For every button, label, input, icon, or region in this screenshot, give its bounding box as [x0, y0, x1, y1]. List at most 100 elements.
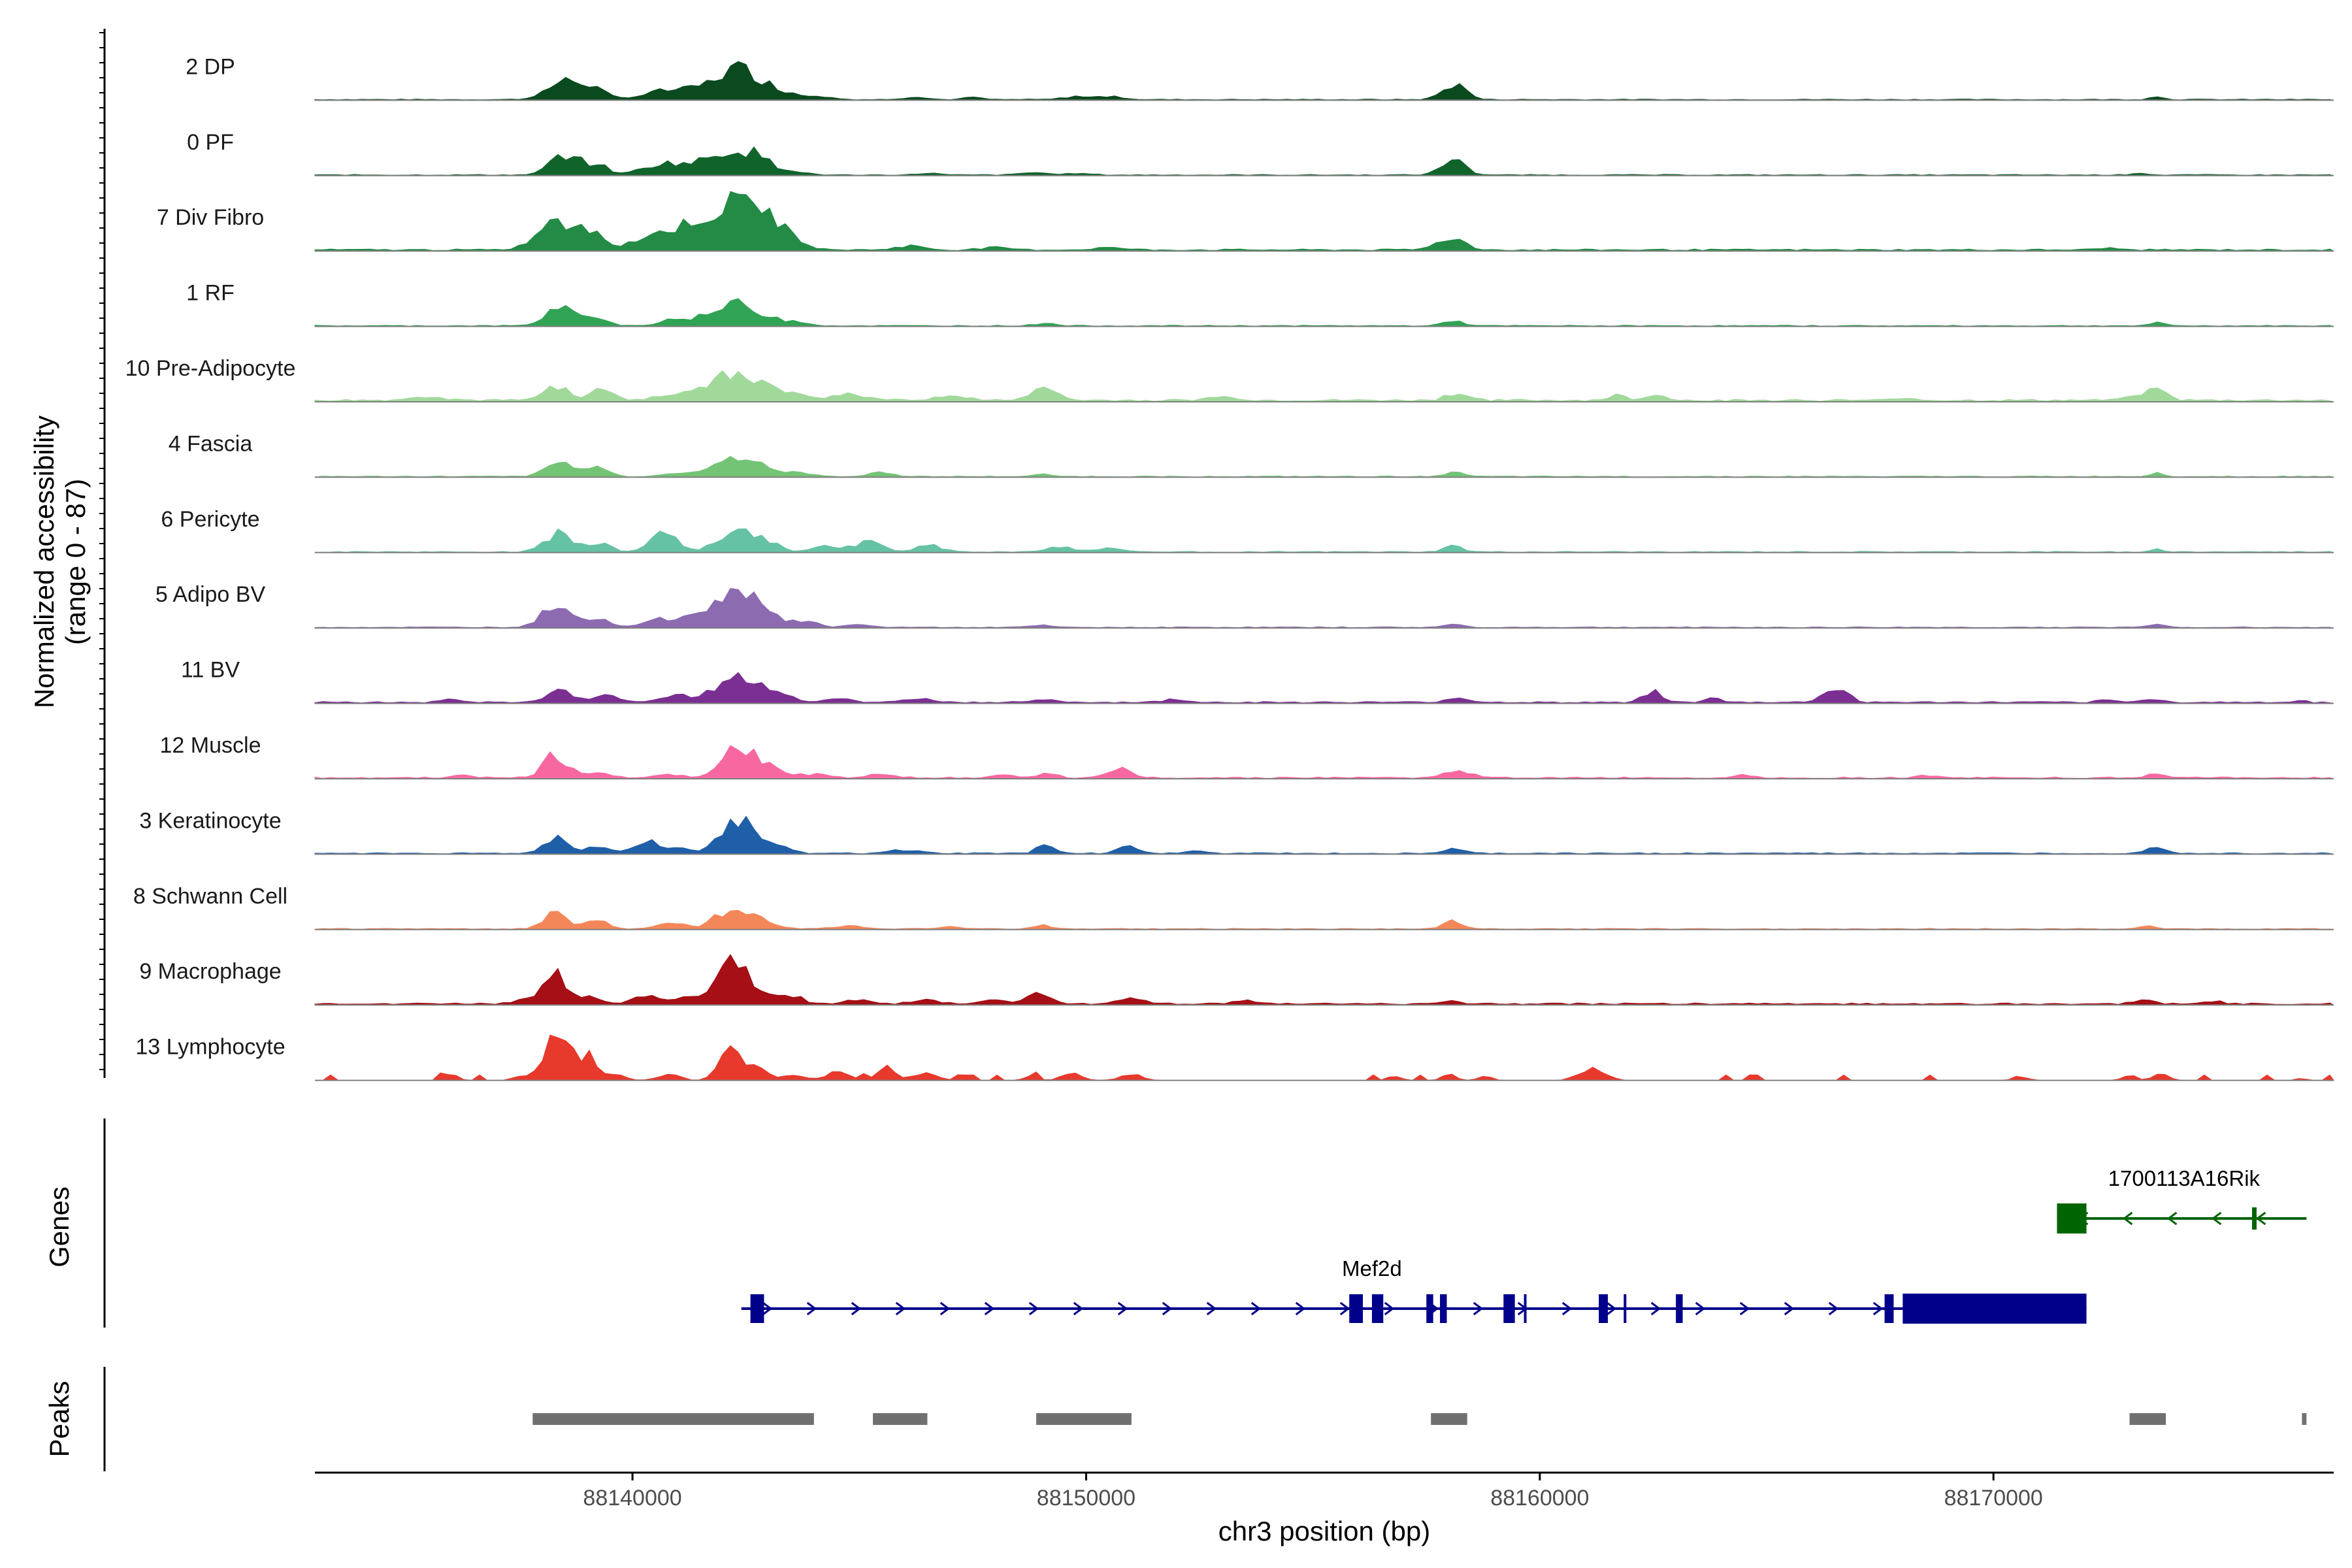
gene-Mef2d: Mef2d — [741, 1256, 2087, 1324]
exon — [1503, 1294, 1515, 1323]
strand-arrow — [1739, 1301, 1750, 1316]
strand-arrow — [1250, 1301, 1262, 1316]
strand-arrow — [2255, 1211, 2266, 1226]
genes-panel: Mef2d 1700113A16Rik — [741, 1166, 2307, 1324]
gene-label: 1700113A16Rik — [2108, 1166, 2261, 1190]
peaks-panel — [532, 1413, 2307, 1425]
track-9: 12 Muscle — [160, 733, 2334, 779]
strand-arrow — [762, 1301, 773, 1316]
track-10: 3 Keratinocyte — [139, 808, 2334, 855]
coverage-area — [315, 1034, 2334, 1081]
exon — [1426, 1294, 1433, 1323]
track-1: 0 PF — [187, 130, 2334, 176]
y-axis-title: Normalized accessibility (range 0 - 87) — [29, 416, 91, 708]
strand-arrow — [1117, 1301, 1128, 1316]
exon — [2252, 1207, 2257, 1230]
strand-arrow — [2166, 1211, 2178, 1226]
peak-region — [2302, 1413, 2307, 1425]
track-label: 1 RF — [186, 281, 235, 306]
coverage-area — [314, 191, 2334, 252]
strand-arrow — [2211, 1211, 2222, 1226]
coverage-area — [314, 815, 2334, 855]
strand-arrow — [1206, 1301, 1217, 1316]
peak-region — [2129, 1413, 2166, 1425]
track-11: 8 Schwann Cell — [133, 884, 2334, 930]
track-label: 13 Lymphocyte — [135, 1035, 285, 1060]
track-label: 3 Keratinocyte — [139, 808, 281, 833]
strand-arrow — [806, 1301, 817, 1316]
coverage-area — [314, 146, 2334, 176]
track-label: 0 PF — [187, 130, 234, 155]
track-0: 2 DP — [186, 54, 2334, 101]
coverage-tracks: 2 DP 0 PF 7 Div Fibro 1 RF 10 Pre-Adipocyte 4… — [125, 54, 2334, 1081]
coverage-area — [314, 909, 2334, 930]
coverage-area — [314, 298, 2334, 327]
strand-arrow — [895, 1301, 906, 1316]
peak-region — [1036, 1413, 1132, 1425]
track-label: 12 Muscle — [160, 733, 261, 758]
exon — [1349, 1294, 1364, 1323]
track-label: 6 Pericyte — [161, 507, 259, 532]
track-3: 1 RF — [186, 281, 2334, 327]
track-8: 11 BV — [181, 658, 2334, 704]
track-6: 6 Pericyte — [161, 507, 2334, 553]
track-label: 8 Schwann Cell — [133, 884, 287, 909]
strand-arrow — [1073, 1301, 1084, 1316]
y-axis-title-line1: Normalized accessibility — [29, 416, 59, 708]
track-label: 10 Pre-Adipocyte — [125, 356, 296, 381]
strand-arrow — [2122, 1211, 2133, 1226]
strand-arrow — [1695, 1301, 1706, 1316]
track-13: 13 Lymphocyte — [135, 1034, 2334, 1081]
strand-arrow — [1162, 1301, 1173, 1316]
strand-arrow — [1872, 1301, 1884, 1316]
track-label: 2 DP — [186, 54, 235, 79]
strand-arrow — [851, 1301, 862, 1316]
x-tick-label: 88160000 — [1490, 1486, 1589, 1511]
coverage-area — [314, 61, 2334, 101]
peak-region — [873, 1413, 928, 1425]
exon — [750, 1294, 764, 1323]
gene-1700113A16Rik: 1700113A16Rik — [2057, 1166, 2307, 1233]
peak-region — [532, 1413, 814, 1425]
genes-panel-label: Genes — [44, 1186, 74, 1267]
coverage-area — [314, 528, 2334, 553]
exon — [1440, 1294, 1447, 1323]
coverage-area — [314, 954, 2334, 1005]
strand-arrow — [1473, 1301, 1484, 1316]
track-7: 5 Adipo BV — [155, 582, 2334, 629]
coverage-area — [314, 370, 2334, 402]
peak-region — [1431, 1413, 1467, 1425]
exon — [1884, 1294, 1894, 1323]
x-tick-label: 88140000 — [583, 1486, 681, 1511]
exon — [1599, 1294, 1608, 1323]
track-12: 9 Macrophage — [139, 954, 2334, 1006]
coverage-area — [314, 672, 2334, 704]
y-axis-title-line2: (range 0 - 87) — [60, 479, 91, 645]
peaks-panel-label: Peaks — [44, 1381, 74, 1458]
strand-arrow — [1784, 1301, 1795, 1316]
coverage-area — [314, 745, 2334, 779]
exon — [1903, 1294, 2087, 1324]
x-axis-ticks: 88140000 88150000 88160000 88170000 — [583, 1473, 2043, 1511]
track-5: 4 Fascia — [169, 431, 2334, 478]
x-axis-title: chr3 position (bp) — [1218, 1516, 1431, 1546]
exon — [1524, 1294, 1527, 1323]
exon — [1624, 1294, 1627, 1323]
track-label: 9 Macrophage — [139, 959, 281, 984]
strand-arrow — [1339, 1301, 1350, 1316]
strand-arrow — [1295, 1301, 1306, 1316]
exon — [1676, 1294, 1683, 1323]
strand-arrow — [1650, 1301, 1661, 1316]
track-4: 10 Pre-Adipocyte — [125, 356, 2334, 402]
x-tick-label: 88170000 — [1944, 1486, 2043, 1511]
exon — [1371, 1294, 1384, 1323]
gene-label: Mef2d — [1342, 1256, 1402, 1281]
track-label: 11 BV — [181, 658, 240, 683]
exon — [2057, 1203, 2087, 1233]
strand-arrow — [1028, 1301, 1039, 1316]
track-label: 5 Adipo BV — [155, 582, 266, 607]
coverage-area — [314, 455, 2334, 478]
coverage-area — [314, 588, 2334, 629]
strand-arrow — [1828, 1301, 1839, 1316]
